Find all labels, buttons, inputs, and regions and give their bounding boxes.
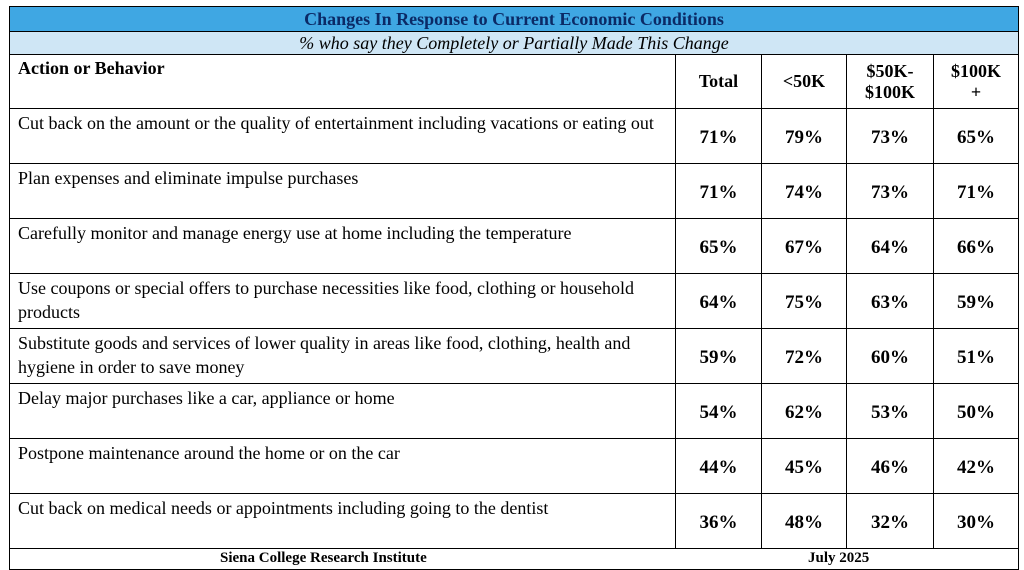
cell-50k-100k: 53% (846, 383, 934, 439)
header-100k-plus-line2: + (970, 81, 982, 102)
cell-100k-plus: 66% (932, 218, 1020, 274)
cell-total: 36% (675, 493, 762, 549)
row-label: Postpone maintenance around the home or … (9, 438, 676, 494)
cell-50k-100k: 73% (846, 163, 934, 219)
table-subtitle: % who say they Completely or Partially M… (8, 31, 1020, 55)
table-row: Plan expenses and eliminate impulse purc… (9, 163, 1020, 219)
header-100k-plus-line1: $100K (951, 60, 1002, 81)
table-row: Delay major purchases like a car, applia… (9, 383, 1020, 439)
header-total: Total (675, 54, 762, 109)
table-row: Substitute goods and services of lower q… (9, 328, 1020, 384)
cell-100k-plus: 42% (932, 438, 1020, 494)
cell-50k-100k: 63% (846, 273, 934, 329)
cell-100k-plus: 50% (932, 383, 1020, 439)
cell-lt50k: 75% (761, 273, 847, 329)
row-label: Plan expenses and eliminate impulse purc… (9, 163, 676, 219)
cell-lt50k: 48% (761, 493, 847, 549)
table-row: Carefully monitor and manage energy use … (9, 218, 1020, 274)
header-row: Action or Behavior Total <50K $50K- $100K… (9, 54, 1020, 109)
cell-total: 65% (675, 218, 762, 274)
cell-total: 59% (675, 328, 762, 384)
cell-100k-plus: 51% (932, 328, 1020, 384)
cell-50k-100k: 32% (846, 493, 934, 549)
cell-total: 54% (675, 383, 762, 439)
cell-lt50k: 67% (761, 218, 847, 274)
table-title: Changes In Response to Current Economic … (8, 6, 1020, 32)
row-label: Delay major purchases like a car, applia… (9, 383, 676, 439)
header-100k-plus: $100K + (932, 54, 1020, 109)
cell-lt50k: 62% (761, 383, 847, 439)
cell-total: 44% (675, 438, 762, 494)
cell-50k-100k: 46% (846, 438, 934, 494)
header-action: Action or Behavior (9, 54, 676, 109)
table-row: Cut back on the amount or the quality of… (9, 108, 1020, 164)
subtitle-row: % who say they Completely or Partially M… (8, 31, 1020, 55)
cell-100k-plus: 71% (932, 163, 1020, 219)
survey-table-container: Changes In Response to Current Economic … (8, 6, 1020, 570)
row-label: Use coupons or special offers to purchas… (9, 273, 676, 329)
cell-100k-plus: 65% (932, 108, 1020, 164)
cell-lt50k: 74% (761, 163, 847, 219)
cell-100k-plus: 30% (932, 493, 1020, 549)
table-row: Use coupons or special offers to purchas… (9, 273, 1020, 329)
cell-lt50k: 79% (761, 108, 847, 164)
title-row: Changes In Response to Current Economic … (8, 6, 1020, 32)
header-lt50k: <50K (761, 54, 847, 109)
header-50k-100k: $50K- $100K (846, 54, 934, 109)
header-50k-100k-line1: $50K- (866, 60, 914, 81)
cell-lt50k: 45% (761, 438, 847, 494)
table-row: Cut back on medical needs or appointment… (9, 493, 1020, 549)
footer-row: Siena College Research Institute July 20… (8, 548, 1020, 570)
cell-lt50k: 72% (761, 328, 847, 384)
cell-total: 64% (675, 273, 762, 329)
row-label: Cut back on the amount or the quality of… (9, 108, 676, 164)
table-row: Postpone maintenance around the home or … (9, 438, 1020, 494)
header-50k-100k-line2: $100K (864, 81, 915, 102)
cell-50k-100k: 73% (846, 108, 934, 164)
survey-table: Changes In Response to Current Economic … (8, 6, 1020, 570)
cell-100k-plus: 59% (932, 273, 1020, 329)
footer-date: July 2025 (808, 550, 870, 566)
row-label: Cut back on medical needs or appointment… (9, 493, 676, 549)
row-label: Substitute goods and services of lower q… (9, 328, 676, 384)
cell-50k-100k: 60% (846, 328, 934, 384)
cell-total: 71% (675, 163, 762, 219)
cell-total: 71% (675, 108, 762, 164)
row-label: Carefully monitor and manage energy use … (9, 218, 676, 274)
footer-source: Siena College Research Institute (220, 550, 427, 566)
cell-50k-100k: 64% (846, 218, 934, 274)
footer-cell: Siena College Research Institute July 20… (8, 548, 1020, 570)
